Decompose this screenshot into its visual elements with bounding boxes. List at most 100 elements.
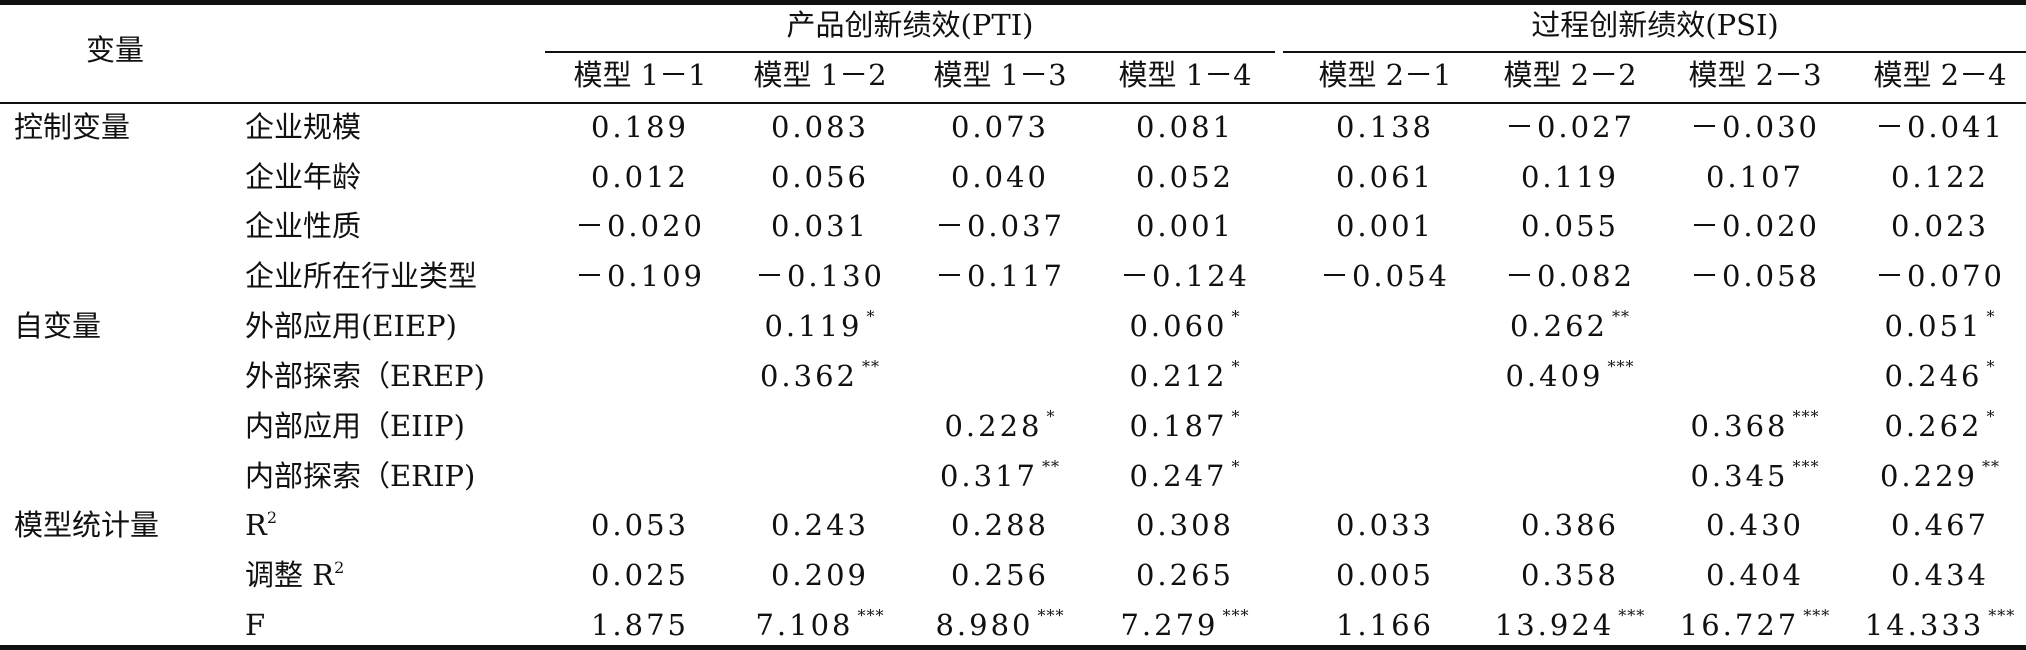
table-cell: 0.209 — [770, 558, 870, 592]
table-cell: 0.083 — [770, 110, 870, 144]
table-cell: －0.030 — [1689, 110, 1821, 144]
table-cell: 0.247 * — [1129, 457, 1241, 493]
header-group-pti: 产品创新绩效(PTI) — [786, 8, 1034, 42]
table-cell: 7.108 *** — [755, 606, 885, 642]
table-cell: 0.040 — [950, 160, 1050, 194]
significance-stars: * — [1231, 457, 1241, 476]
significance-stars: * — [1231, 407, 1241, 426]
table-cell: 0.051 * — [1884, 307, 1996, 343]
table-cell: －0.070 — [1874, 259, 2006, 293]
header-variable: 变量 — [85, 33, 145, 67]
model-header-8: 模型 2－4 — [1873, 58, 2007, 92]
significance-stars: ** — [1982, 457, 2001, 476]
table-cell: 0.404 — [1705, 558, 1805, 592]
table-cell: 8.980 *** — [935, 606, 1065, 642]
table-cell: 0.265 — [1135, 558, 1235, 592]
significance-stars: ** — [862, 357, 881, 376]
significance-stars: * — [1986, 307, 1996, 326]
model-header-4: 模型 1－4 — [1118, 58, 1252, 92]
table-cell: 0.061 — [1335, 160, 1435, 194]
row-label: 外部探索（EREP) — [245, 359, 486, 393]
table-cell: －0.027 — [1504, 110, 1636, 144]
table-cell: 0.262 * — [1884, 407, 1996, 443]
table-cell: 0.430 — [1705, 508, 1805, 542]
table-cell: －0.041 — [1874, 110, 2006, 144]
table-cell: 0.052 — [1135, 160, 1235, 194]
table-cell: 0.053 — [590, 508, 690, 542]
table-cell: 7.279 *** — [1120, 606, 1250, 642]
row-label: 调整 R2 — [245, 558, 345, 592]
significance-stars: *** — [1607, 357, 1635, 376]
significance-stars: *** — [1803, 606, 1831, 625]
table-cell: －0.037 — [934, 209, 1066, 243]
section-stats: 模型统计量 — [14, 508, 160, 542]
table-cell: 0.362 ** — [759, 357, 881, 393]
significance-stars: *** — [1222, 606, 1250, 625]
table-cell: 0.345 *** — [1690, 457, 1820, 493]
row-label: R2 — [245, 508, 278, 542]
table-cell: 0.368 *** — [1690, 407, 1820, 443]
row-label: 外部应用(EIEP) — [245, 309, 457, 343]
table-cell: －0.130 — [754, 259, 886, 293]
table-cell: 1.875 — [590, 608, 690, 642]
table-cell: 0.119 — [1520, 160, 1620, 194]
table-cell: 0.138 — [1335, 110, 1435, 144]
table-cell: 0.005 — [1335, 558, 1435, 592]
significance-stars: * — [1986, 357, 1996, 376]
table-cell: －0.117 — [934, 259, 1066, 293]
significance-stars: *** — [1037, 606, 1065, 625]
model-header-5: 模型 2－1 — [1318, 58, 1452, 92]
table-cell: 0.212 * — [1129, 357, 1241, 393]
table-cell: 1.166 — [1335, 608, 1435, 642]
table-cell: 0.023 — [1890, 209, 1990, 243]
header-group-psi: 过程创新绩效(PSI) — [1531, 8, 1779, 42]
significance-stars: *** — [1792, 407, 1820, 426]
row-label: 企业规模 — [245, 110, 362, 144]
table-cell: 0.256 — [950, 558, 1050, 592]
superscript: 2 — [334, 558, 345, 577]
table-cell: 0.119 * — [764, 307, 876, 343]
group1-rule — [545, 51, 1275, 53]
significance-stars: ** — [1042, 457, 1061, 476]
significance-stars: *** — [1792, 457, 1820, 476]
row-label: 企业性质 — [245, 209, 362, 243]
table-cell: 0.001 — [1135, 209, 1235, 243]
row-label: 企业所在行业类型 — [245, 259, 478, 293]
model-header-1: 模型 1－1 — [573, 58, 707, 92]
table-cell: －0.020 — [1689, 209, 1821, 243]
significance-stars: * — [1986, 407, 1996, 426]
model-header-7: 模型 2－3 — [1688, 58, 1822, 92]
table-cell: 0.229 ** — [1879, 457, 2001, 493]
significance-stars: ** — [1612, 307, 1631, 326]
significance-stars: * — [1231, 307, 1241, 326]
section-independent: 自变量 — [14, 309, 102, 343]
table-cell: 0.358 — [1520, 558, 1620, 592]
table-cell: 0.001 — [1335, 209, 1435, 243]
superscript: 2 — [266, 508, 278, 527]
row-label: 内部探索（ERIP) — [245, 459, 476, 493]
table-cell: 0.107 — [1705, 160, 1805, 194]
section-control: 控制变量 — [14, 110, 131, 144]
row-label: F — [245, 608, 266, 642]
model-header-3: 模型 1－3 — [933, 58, 1067, 92]
table-cell: 0.031 — [770, 209, 870, 243]
row-label: 内部应用（EIIP) — [245, 409, 465, 443]
significance-stars: * — [1231, 357, 1241, 376]
table-cell: 0.073 — [950, 110, 1050, 144]
significance-stars: *** — [1988, 606, 2016, 625]
table-cell: －0.109 — [574, 259, 706, 293]
table-cell: 0.386 — [1520, 508, 1620, 542]
model-header-2: 模型 1－2 — [753, 58, 887, 92]
significance-stars: * — [1046, 407, 1056, 426]
bottom-rule — [0, 645, 2026, 650]
table-cell: 14.333 *** — [1864, 606, 2016, 642]
top-rule — [0, 0, 2026, 5]
table-cell: 0.189 — [590, 110, 690, 144]
table-cell: 0.055 — [1520, 209, 1620, 243]
table-cell: 0.434 — [1890, 558, 1990, 592]
table-cell: －0.058 — [1689, 259, 1821, 293]
table-cell: 0.056 — [770, 160, 870, 194]
table-cell: 0.081 — [1135, 110, 1235, 144]
table-cell: －0.082 — [1504, 259, 1636, 293]
